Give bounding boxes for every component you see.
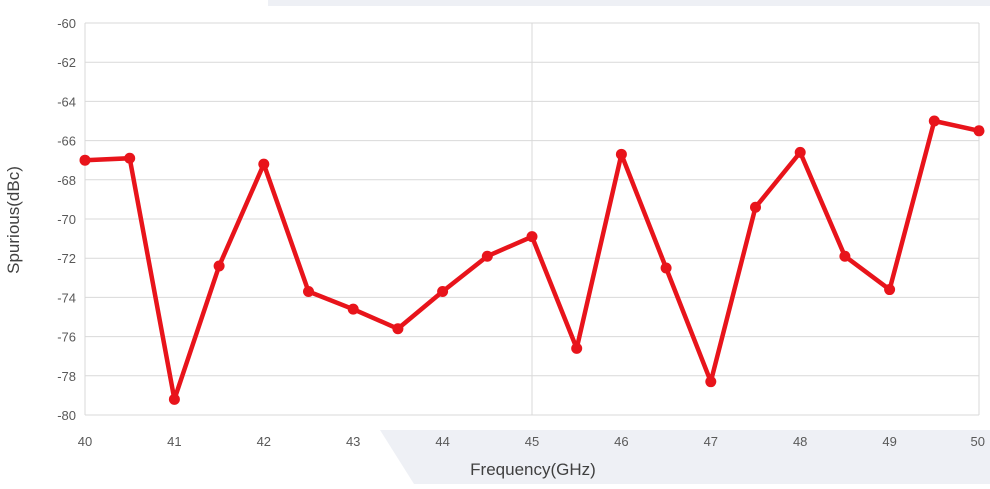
data-point <box>705 376 717 388</box>
bottom-band-decoration <box>380 430 990 484</box>
y-tick-label: -70 <box>57 212 76 227</box>
data-point <box>973 125 985 137</box>
y-tick-label: -80 <box>57 408 76 423</box>
data-point <box>347 303 359 315</box>
y-tick-label: -62 <box>57 55 76 70</box>
x-tick-label: 49 <box>882 434 896 449</box>
data-point <box>839 250 851 262</box>
data-point <box>928 115 940 127</box>
data-point <box>168 393 180 405</box>
data-point <box>615 148 627 160</box>
y-axis-title: Spurious(dBc) <box>4 166 23 274</box>
y-tick-label: -66 <box>57 134 76 149</box>
y-tick-label: -74 <box>57 290 76 305</box>
data-point <box>124 152 136 164</box>
data-point <box>213 260 225 272</box>
data-point <box>571 342 583 354</box>
data-point <box>79 154 91 166</box>
data-point <box>392 323 404 335</box>
data-point <box>481 250 493 262</box>
x-tick-label: 47 <box>704 434 718 449</box>
data-point <box>660 262 672 274</box>
y-tick-label: -72 <box>57 251 76 266</box>
x-tick-label: 43 <box>346 434 360 449</box>
data-point <box>794 146 806 158</box>
x-tick-label: 42 <box>257 434 271 449</box>
data-point <box>437 286 449 298</box>
y-tick-label: -60 <box>57 16 76 31</box>
x-axis-title: Frequency(GHz) <box>470 460 596 479</box>
x-tick-label: 45 <box>525 434 539 449</box>
data-point <box>750 201 761 213</box>
data-point <box>258 158 270 170</box>
y-tick-label: -64 <box>57 94 76 109</box>
x-tick-label: 46 <box>614 434 628 449</box>
x-tick-label: 41 <box>167 434 181 449</box>
data-point <box>884 284 896 296</box>
data-point <box>303 286 314 298</box>
y-tick-label: -68 <box>57 173 76 188</box>
grid-layer <box>84 22 980 416</box>
series-layer <box>79 115 985 405</box>
y-tick-label: -78 <box>57 369 76 384</box>
x-tick-label: 48 <box>793 434 807 449</box>
top-band-decoration <box>268 0 990 6</box>
y-tick-label: -76 <box>57 330 76 345</box>
x-tick-label: 44 <box>435 434 449 449</box>
data-point <box>526 231 538 243</box>
x-tick-label: 40 <box>78 434 92 449</box>
x-tick-label: 50 <box>971 434 985 449</box>
